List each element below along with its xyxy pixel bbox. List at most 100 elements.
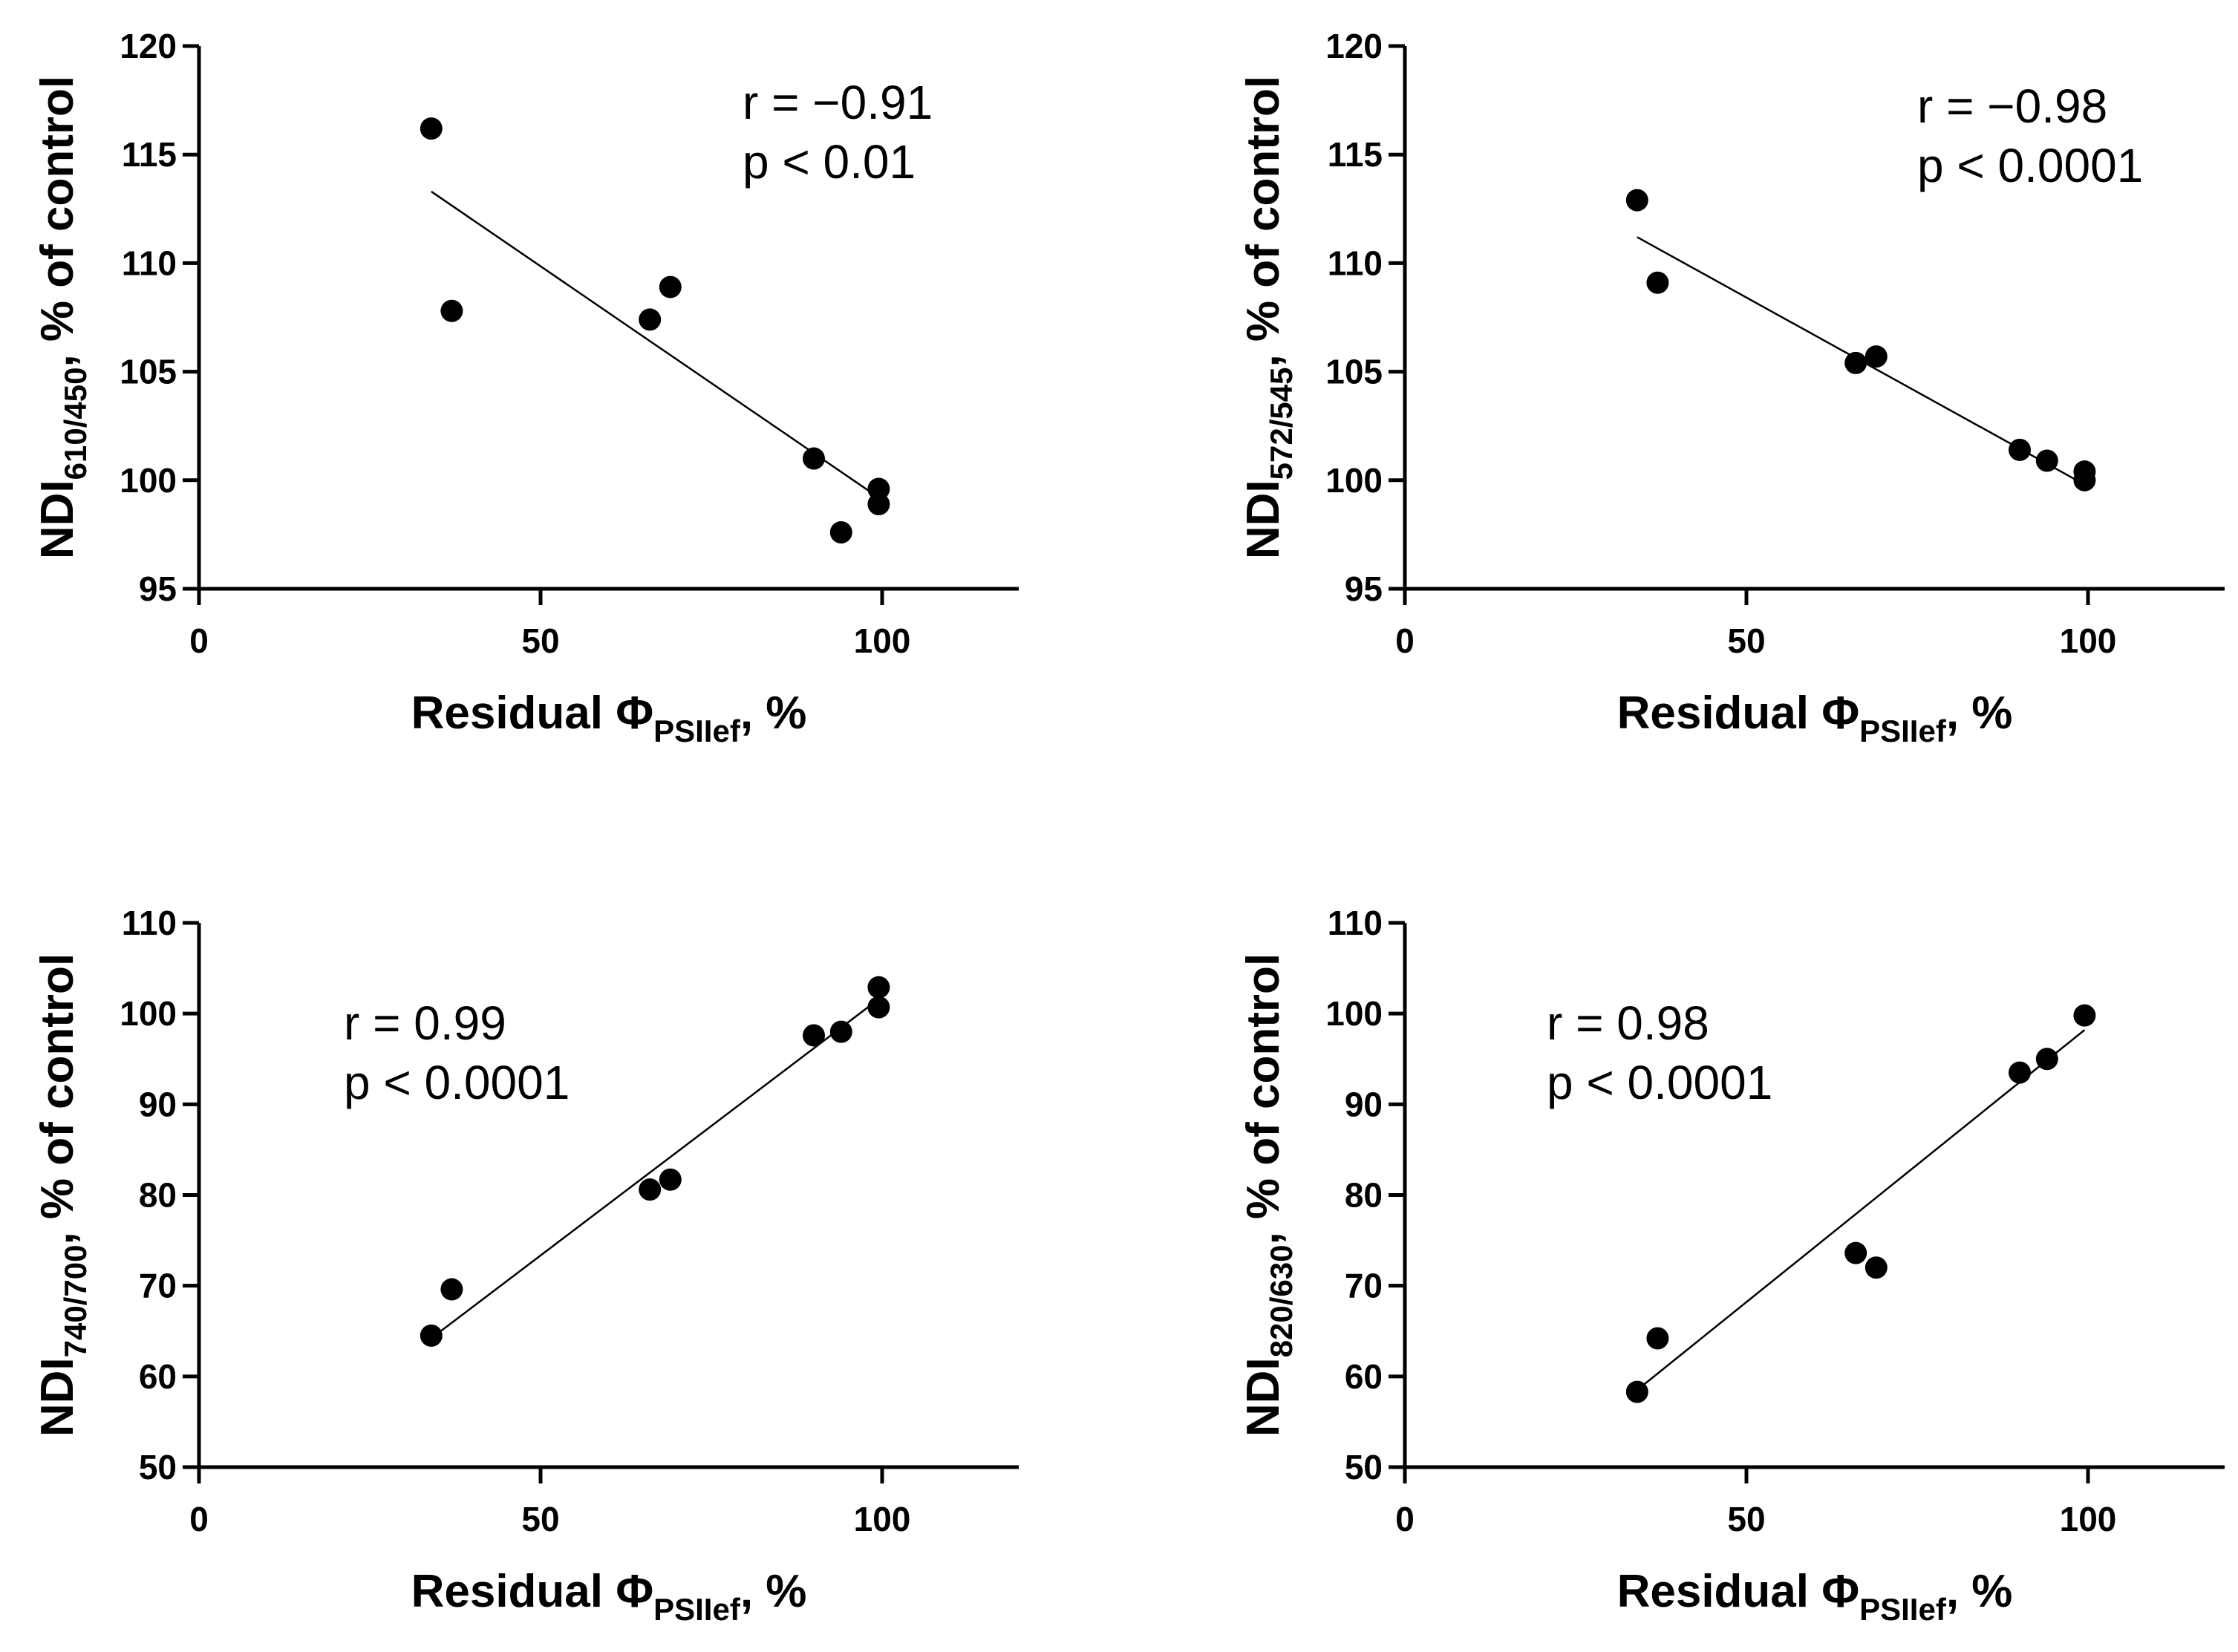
x-axis-title: Residual ΦPSIIef, % [1617,688,2013,748]
data-point [1646,1327,1669,1350]
data-point [1844,351,1867,374]
x-axis-title-subscript: PSIIef [1859,1592,1947,1627]
data-point [440,1278,463,1301]
y-axis-title-main: NDI [1238,1357,1289,1437]
y-tick-label: 60 [139,1357,177,1396]
y-tick-label: 115 [122,135,177,174]
data-point [2035,449,2058,472]
regression-line [431,998,880,1339]
data-point [2009,438,2031,461]
data-point [440,299,463,322]
y-tick-label: 100 [1325,994,1383,1033]
y-axis-title: NDI820/630, % of control [1238,953,1299,1437]
correlation-r: r = 0.98 [1547,996,1709,1050]
y-axis-title-subscript: 572/545 [1264,368,1299,480]
data-point [1646,271,1669,294]
x-axis-title-suffix: , % [740,1566,807,1617]
y-axis-title-main: NDI [1238,480,1289,559]
x-axis-title: Residual ΦPSIIef, % [411,688,807,748]
x-axis-title-suffix: , % [1946,688,2013,739]
data-point [420,1324,443,1347]
scatter-panel-1: 95 100 105 110 115 120 0 50 100 Residual ΦPSIIef,… [32,27,1019,748]
x-axis-title-main: Residual Φ [411,688,654,739]
y-tick-label: 90 [1345,1085,1383,1123]
y-tick-label: 90 [139,1085,177,1123]
data-point [639,1178,662,1201]
x-axis-title-suffix: , % [740,688,807,739]
y-axis-title-subscript: 820/630 [1264,1245,1299,1358]
regression-line [1637,1029,2086,1391]
x-axis-title-main: Residual Φ [1617,1566,1860,1617]
data-point [659,275,682,298]
x-axis-title-main: Residual Φ [411,1566,654,1617]
y-tick-label: 100 [120,461,177,500]
y-tick-label: 120 [120,27,177,65]
data-point [2035,1048,2058,1071]
y-tick-label: 105 [120,353,177,391]
y-axis-title: NDI610/450, % of control [32,76,93,559]
y-tick-label: 80 [139,1176,177,1215]
y-tick-label: 110 [122,244,177,282]
x-tick-label: 50 [521,1500,559,1538]
data-point [829,520,852,543]
y-tick-label: 115 [1328,135,1383,174]
data-point [1625,189,1648,212]
y-axis-title-suffix: , % of control [32,953,83,1245]
x-tick-label: 100 [854,621,911,660]
y-tick-label: 110 [1328,244,1383,282]
x-axis-title-subscript: PSIIef [653,714,741,748]
y-axis-title: NDI572/545, % of control [1238,76,1299,559]
y-tick-label: 95 [139,569,177,608]
x-axis-title: Residual ΦPSIIef, % [411,1566,807,1627]
x-tick-label: 50 [1727,1500,1765,1538]
x-axis-title: Residual ΦPSIIef, % [1617,1566,2013,1627]
data-point [867,976,890,999]
correlation-p: p < 0.01 [743,135,916,189]
data-point [829,1020,852,1043]
data-point [803,447,825,470]
y-tick-label: 70 [139,1267,177,1305]
y-tick-label: 120 [1325,27,1383,65]
y-tick-label: 70 [1345,1267,1383,1305]
scatter-panel-2: 95 100 105 110 115 120 0 50 100 Residual ΦPSIIef,… [1238,27,2225,748]
x-axis-title-main: Residual Φ [1617,688,1860,739]
y-tick-label: 100 [1325,461,1383,500]
correlation-p: p < 0.0001 [1547,1056,1772,1109]
data-point [803,1024,825,1047]
y-tick-label: 110 [122,904,177,942]
y-axis-title-subscript: 610/450 [58,368,93,480]
data-point [2073,1004,2096,1027]
x-axis-title-subscript: PSIIef [1859,714,1947,748]
x-tick-label: 0 [189,1500,209,1538]
y-tick-label: 100 [120,994,177,1033]
data-point [867,996,890,1019]
data-point [2009,1061,2031,1084]
x-tick-label: 100 [854,1500,911,1538]
y-tick-label: 95 [1345,569,1383,608]
y-axis-title-main: NDI [32,1357,83,1437]
regression-line [431,190,880,499]
x-tick-label: 0 [1395,1500,1415,1538]
data-point [2073,468,2096,492]
data-point [1865,345,1888,368]
y-axis-title-suffix: , % of control [32,76,83,368]
data-point [420,117,443,140]
data-point [659,1168,682,1191]
x-tick-label: 0 [1395,621,1415,660]
data-point [1844,1241,1867,1264]
y-axis-title-suffix: , % of control [1238,953,1289,1245]
x-tick-label: 50 [521,621,559,660]
x-axis-title-subscript: PSIIef [653,1592,741,1627]
y-axis-title: NDI740/700, % of control [32,953,93,1437]
y-tick-label: 110 [1328,904,1383,942]
data-point [639,308,662,331]
correlation-r: r = −0.91 [743,76,933,129]
x-axis-title-suffix: , % [1946,1566,2013,1617]
x-tick-label: 50 [1727,621,1765,660]
x-tick-label: 100 [2060,1500,2117,1538]
data-point [1865,1256,1888,1279]
data-point [867,492,890,515]
